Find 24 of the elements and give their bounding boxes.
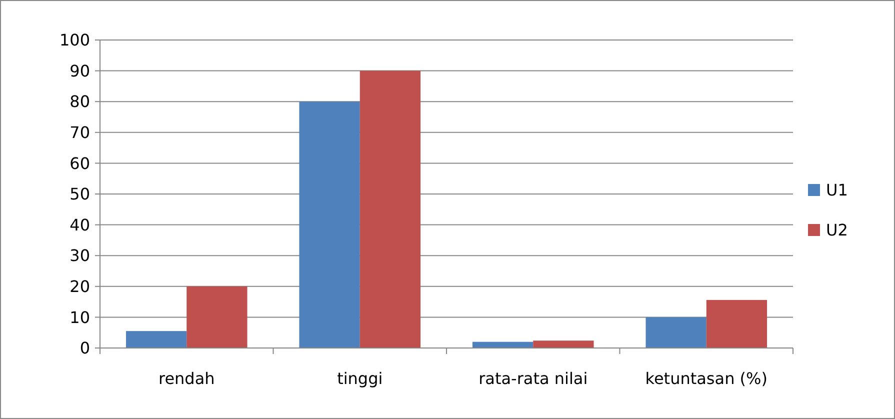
y-tick-label: 10 — [70, 308, 90, 327]
x-tick-label: rata-rata nilai — [478, 369, 588, 388]
legend-label: U1 — [826, 180, 848, 200]
y-tick-label: 40 — [70, 215, 90, 234]
y-tick-label: 100 — [59, 30, 90, 50]
bar — [126, 331, 187, 348]
bar — [360, 70, 421, 348]
y-tick-label: 0 — [80, 338, 90, 358]
bar — [646, 317, 706, 348]
y-tick-label: 20 — [70, 277, 90, 296]
x-tick-label: tinggi — [337, 369, 383, 388]
y-tick-label: 90 — [70, 61, 90, 80]
bar — [299, 102, 360, 348]
bar — [186, 286, 248, 348]
y-tick-label: 60 — [70, 154, 90, 173]
y-tick-label: 70 — [70, 123, 90, 142]
y-tick-label: 80 — [70, 92, 90, 112]
bar — [706, 300, 768, 348]
x-tick-label: rendah — [158, 369, 215, 388]
legend-label: U2 — [826, 220, 848, 240]
y-tick-label: 50 — [70, 184, 90, 204]
y-tick-label: 30 — [70, 246, 90, 266]
x-tick-label: ketuntasan (%) — [645, 369, 768, 388]
bar — [533, 340, 594, 348]
